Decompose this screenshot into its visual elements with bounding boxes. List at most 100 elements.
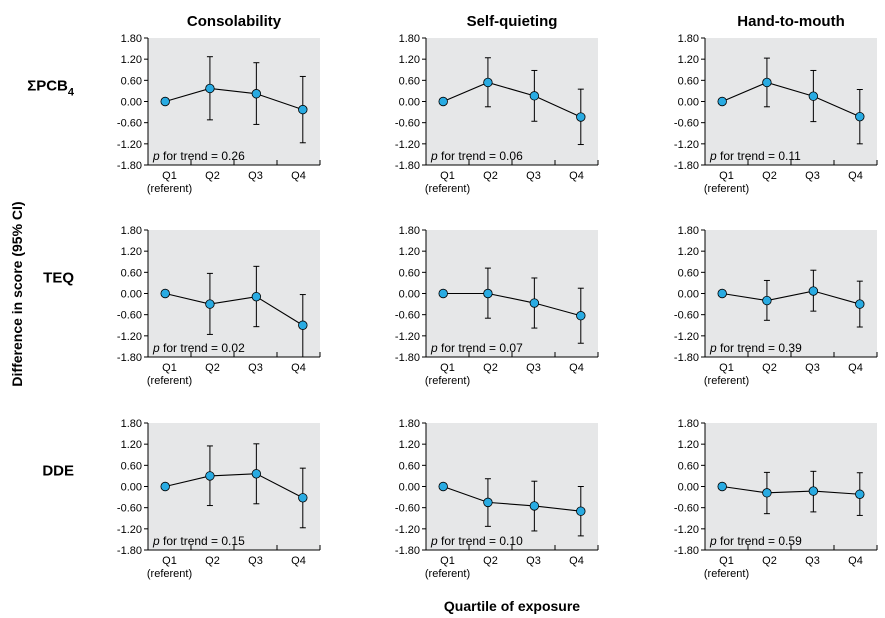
x-tick-label: Q2 xyxy=(205,555,220,567)
p-trend-annotation: p for trend = 0.07 xyxy=(430,341,523,355)
y-tick-label: -1.20 xyxy=(674,331,699,343)
data-point xyxy=(251,89,262,99)
y-tick-label: -1.80 xyxy=(674,352,699,364)
data-point xyxy=(808,286,819,296)
data-point xyxy=(298,104,308,115)
y-tick-label: 1.20 xyxy=(121,54,142,66)
y-tick-label: -0.60 xyxy=(117,118,142,130)
x-tick-label: Q4 xyxy=(291,362,306,374)
y-tick-label: -0.60 xyxy=(674,310,699,322)
x-tick-label: Q4 xyxy=(569,170,584,182)
y-tick-label: -1.20 xyxy=(395,139,420,151)
plot-background xyxy=(148,423,320,550)
data-point xyxy=(298,320,308,330)
y-tick-label: 0.60 xyxy=(678,75,699,87)
y-tick-label: 0.00 xyxy=(121,97,142,109)
series-line xyxy=(442,81,582,118)
y-tick-label: -1.20 xyxy=(117,139,142,151)
y-tick-label: -0.60 xyxy=(674,118,699,130)
y-tick-label: 0.00 xyxy=(399,97,420,109)
x-referent-label: (referent) xyxy=(425,375,470,387)
y-tick-label: -1.20 xyxy=(117,331,142,343)
y-tick-label: 1.80 xyxy=(399,33,420,45)
data-point xyxy=(298,493,308,503)
y-tick-label: 0.60 xyxy=(678,267,699,279)
data-point xyxy=(529,91,540,101)
y-tick-label: -1.20 xyxy=(674,139,699,151)
p-trend-annotation: p for trend = 0.10 xyxy=(430,534,523,548)
y-tick-label: -1.20 xyxy=(395,524,420,536)
y-tick-label: -0.60 xyxy=(395,503,420,515)
row-label: ΣPCB4 xyxy=(27,78,75,99)
data-point xyxy=(762,77,772,88)
y-tick-label: 0.60 xyxy=(399,267,420,279)
y-tick-label: -1.80 xyxy=(117,160,142,172)
x-referent-label: (referent) xyxy=(704,568,749,580)
x-referent-label: (referent) xyxy=(147,183,192,195)
y-tick-label: 0.00 xyxy=(678,289,699,301)
series-line xyxy=(722,485,860,495)
series-line xyxy=(165,473,304,499)
y-tick-label: -1.20 xyxy=(674,524,699,536)
y-tick-label: -1.80 xyxy=(674,160,699,172)
data-point xyxy=(808,91,819,101)
data-point xyxy=(576,506,586,516)
y-tick-label: 1.20 xyxy=(121,246,142,258)
x-tick-label: Q1 xyxy=(162,555,177,567)
x-tick-label: Q3 xyxy=(805,555,820,567)
x-tick-label: Q3 xyxy=(526,555,541,567)
p-trend-annotation: p for trend = 0.11 xyxy=(709,149,801,163)
p-trend-annotation: p for trend = 0.06 xyxy=(430,149,523,163)
y-tick-label: 0.60 xyxy=(678,460,699,472)
p-trend-annotation: p for trend = 0.15 xyxy=(152,534,245,548)
x-tick-label: Q4 xyxy=(291,170,306,182)
x-tick-label: Q4 xyxy=(848,362,863,374)
data-point xyxy=(483,497,493,508)
plot-background xyxy=(426,38,598,165)
series-line xyxy=(722,290,860,305)
column-title: Consolability xyxy=(187,13,282,30)
data-point xyxy=(160,96,170,107)
panel: 1.80 1.20 0.60 0.00 -0.60 -1.20 -1.80 Q1 Q2 Q3 Q4 (… xyxy=(395,225,599,387)
plot-background xyxy=(705,230,877,357)
series-line xyxy=(165,292,304,326)
plot-background xyxy=(705,423,877,550)
data-point xyxy=(717,96,727,107)
plot-background xyxy=(426,423,598,550)
y-tick-label: 1.80 xyxy=(399,418,420,430)
data-point xyxy=(160,288,170,299)
plot-background xyxy=(148,38,320,165)
data-point xyxy=(205,83,215,94)
data-point xyxy=(717,481,727,492)
y-tick-label: 1.80 xyxy=(121,418,142,430)
data-point xyxy=(717,288,727,299)
y-tick-label: 1.80 xyxy=(678,225,699,237)
data-point xyxy=(483,77,493,88)
x-tick-label: Q2 xyxy=(205,170,220,182)
column-title: Self-quieting xyxy=(467,13,558,30)
x-tick-label: Q3 xyxy=(248,170,263,182)
data-point xyxy=(438,481,448,492)
y-tick-label: -0.60 xyxy=(117,503,142,515)
x-referent-label: (referent) xyxy=(425,568,470,580)
data-point xyxy=(251,291,262,302)
x-referent-label: (referent) xyxy=(425,183,470,195)
y-tick-label: 0.00 xyxy=(121,482,142,494)
y-tick-label: -1.20 xyxy=(117,524,142,536)
data-point xyxy=(205,471,215,481)
column-title: Hand-to-mouth xyxy=(737,13,844,30)
data-point xyxy=(438,288,448,299)
x-tick-label: Q3 xyxy=(805,170,820,182)
data-point xyxy=(855,299,865,309)
y-tick-label: 0.60 xyxy=(399,75,420,87)
x-tick-label: Q3 xyxy=(248,362,263,374)
data-point xyxy=(205,299,215,309)
y-tick-label: 1.20 xyxy=(678,439,699,451)
x-tick-label: Q1 xyxy=(162,362,177,374)
y-tick-label: 0.00 xyxy=(399,482,420,494)
series-line xyxy=(721,81,861,118)
y-tick-label: -1.80 xyxy=(395,545,420,557)
panel: 1.80 1.20 0.60 0.00 -0.60 -1.20 -1.80 Q1 Q2 Q3 Q4 (… xyxy=(117,225,321,387)
y-tick-label: 1.80 xyxy=(121,33,142,45)
